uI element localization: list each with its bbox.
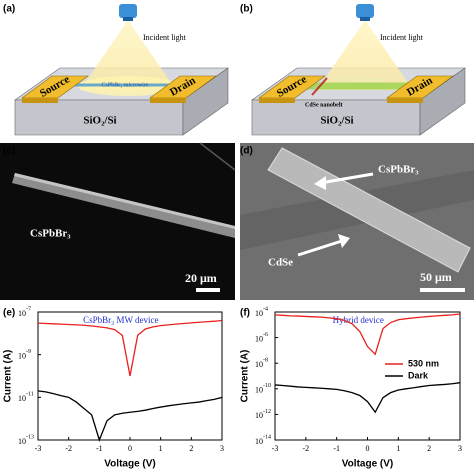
- panel-label: (a): [3, 4, 15, 15]
- y-tick-exponent: -9: [26, 349, 31, 355]
- plot-frame: [274, 311, 461, 441]
- x-axis-label: Voltage (V): [104, 459, 155, 470]
- y-tick-exponent: -4: [263, 306, 268, 312]
- x-tick-label: 0: [128, 444, 132, 453]
- scale-label: 50 μm: [420, 270, 452, 284]
- y-tick-exponent: -12: [263, 409, 271, 415]
- panel-label: (e): [3, 308, 15, 319]
- panel-label: (b): [240, 4, 253, 15]
- y-tick-exponent: -10: [263, 383, 271, 389]
- series-line: [274, 313, 461, 356]
- y-axis-label: Current (A): [240, 350, 251, 403]
- y-tick-exponent: -13: [26, 434, 34, 440]
- wire-label: CsPbBr₃: [378, 164, 419, 176]
- y-tick-label: 10: [18, 351, 26, 360]
- chart-title: CsPbBr₃ MW device: [83, 315, 158, 325]
- y-tick-label: 10: [255, 437, 263, 446]
- substrate-label: SiO₂/Si: [83, 115, 116, 127]
- x-tick-label: -1: [333, 444, 340, 453]
- y-tick-label: 10: [255, 334, 263, 343]
- y-tick-label: 10: [18, 309, 26, 318]
- series-line: [37, 390, 223, 442]
- y-tick-exponent: -7: [26, 306, 31, 312]
- sem-image-c: [0, 142, 236, 300]
- y-axis-label: Current (A): [3, 350, 14, 403]
- x-tick-label: -2: [65, 444, 72, 453]
- y-tick-label: 10: [18, 437, 26, 446]
- belt-label: CdSe nanobelt: [305, 102, 343, 108]
- x-tick-label: 1: [396, 444, 400, 453]
- y-tick-exponent: -11: [26, 392, 34, 398]
- y-tick-label: 10: [255, 309, 263, 318]
- x-tick-label: 0: [366, 444, 370, 453]
- y-tick-label: 10: [255, 411, 263, 420]
- material-label: CsPbBr₃: [30, 228, 71, 240]
- panel-label: (d): [240, 146, 253, 157]
- light-label: Incident light: [380, 33, 424, 42]
- series-line: [274, 382, 461, 414]
- light-label: Incident light: [143, 33, 187, 42]
- schematic-b: [251, 4, 466, 136]
- x-tick-label: 3: [458, 444, 462, 453]
- x-axis-label: Voltage (V): [342, 459, 393, 470]
- x-tick-label: -3: [272, 444, 279, 453]
- panel-label: (f): [240, 308, 250, 319]
- x-tick-label: 3: [220, 444, 224, 453]
- sem-image-d: [240, 143, 474, 300]
- scale-label: 20 μm: [185, 271, 217, 285]
- wire-label: CsPbBr₃ microwire: [339, 77, 386, 83]
- substrate-label: SiO₂/Si: [320, 115, 353, 127]
- y-tick-exponent: -6: [263, 332, 268, 338]
- wire-label: CsPbBr₃ microwire: [102, 82, 149, 88]
- y-tick-label: 10: [255, 360, 263, 369]
- legend-label: 530 nm: [408, 358, 439, 368]
- schematic-a: [14, 4, 229, 136]
- panel-label: (c): [3, 146, 15, 157]
- x-tick-label: 1: [159, 444, 163, 453]
- x-tick-label: -1: [96, 444, 103, 453]
- series-line: [37, 319, 223, 377]
- y-tick-exponent: -14: [263, 434, 271, 440]
- y-tick-exponent: -8: [263, 358, 268, 364]
- legend-label: Dark: [408, 370, 429, 380]
- y-tick-label: 10: [255, 386, 263, 395]
- x-tick-label: -3: [35, 444, 42, 453]
- belt-label: CdSe: [268, 257, 293, 269]
- x-tick-label: 2: [427, 444, 431, 453]
- x-tick-label: -2: [302, 444, 309, 453]
- chart-title: Hybrid device: [333, 315, 384, 325]
- y-tick-label: 10: [18, 394, 26, 403]
- x-tick-label: 2: [189, 444, 193, 453]
